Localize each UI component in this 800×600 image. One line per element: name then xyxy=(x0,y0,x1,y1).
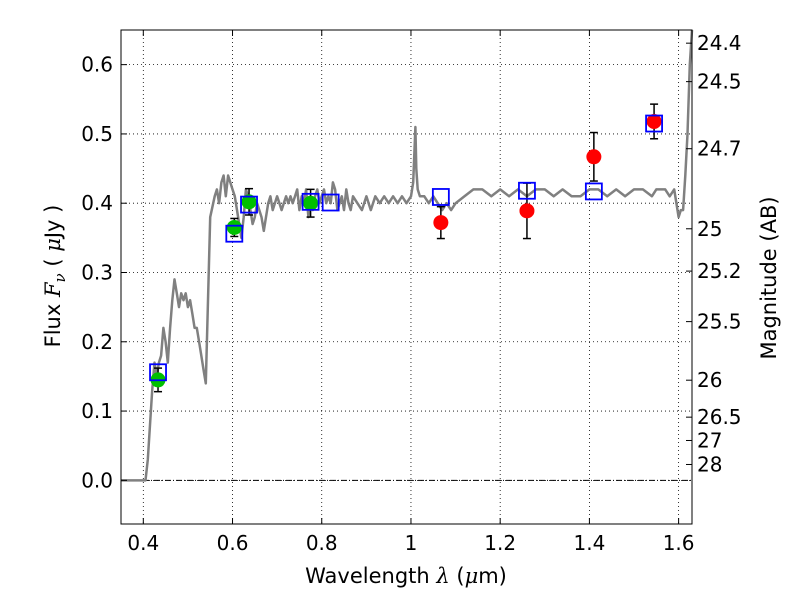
mag-tick-label: 25.5 xyxy=(697,310,742,334)
x-axis-label: Wavelength λ (μm) xyxy=(305,564,507,588)
y-axis-label: Flux Fν ( μJy ) xyxy=(41,205,69,348)
mag-tick-label: 24.4 xyxy=(697,31,742,55)
model-photometry-square xyxy=(225,224,244,243)
model-photometry-square xyxy=(431,188,450,206)
observed-point xyxy=(303,195,319,211)
observed-point xyxy=(586,149,602,165)
observed-point xyxy=(519,203,535,219)
x-tick-label: 1.2 xyxy=(484,531,516,555)
x-tick-label: 1.4 xyxy=(573,531,605,555)
y-tick-label: 0.2 xyxy=(81,330,113,354)
model-photometry-square xyxy=(321,193,340,212)
mag-tick-label: 28 xyxy=(697,452,722,476)
mag-tick-label: 26.5 xyxy=(697,405,742,429)
observed-point xyxy=(226,219,242,235)
observed-point xyxy=(433,215,449,231)
mag-tick-label: 24.5 xyxy=(697,70,742,94)
model-photometry-square xyxy=(240,195,258,214)
plot-frame xyxy=(120,29,693,525)
x-tick-label: 0.4 xyxy=(127,531,159,555)
model-photometry-square xyxy=(301,192,320,211)
y-tick-label: 0.6 xyxy=(81,53,113,77)
mag-tick-label: 24.7 xyxy=(697,137,742,161)
mag-tick-label: 26 xyxy=(697,368,722,392)
y-tick-label: 0.0 xyxy=(81,468,113,492)
mag-tick-label: 25.2 xyxy=(697,259,742,283)
observed-point xyxy=(646,113,662,129)
x-tick-label: 0.8 xyxy=(306,531,338,555)
right-axis-label: Magnitude (AB) xyxy=(757,196,781,359)
model-photometry-square xyxy=(645,114,663,133)
mag-tick-label: 25 xyxy=(697,217,722,241)
model-spectrum-layer xyxy=(121,29,694,482)
x-tick-label: 1.6 xyxy=(663,531,695,555)
model-photometry-square xyxy=(518,181,536,200)
model-photometry-square xyxy=(584,182,603,201)
x-tick-label: 0.6 xyxy=(217,531,249,555)
observed-point xyxy=(241,194,257,210)
y-tick-label: 0.1 xyxy=(81,399,113,423)
mag-tick-label: 27 xyxy=(697,428,722,452)
y-tick-label: 0.3 xyxy=(81,260,113,284)
model-spectrum-line xyxy=(121,29,694,482)
markers-layer xyxy=(149,103,663,393)
axes: 0.4 0.6 0.8 1 1.2 1.4 1.6 0.0 0.1 0.2 0.3 0.4 0.5 0.6… xyxy=(81,30,742,555)
y-tick-label: 0.4 xyxy=(81,191,113,215)
y-tick-label: 0.5 xyxy=(81,122,113,146)
model-photometry-square xyxy=(149,363,167,382)
x-tick-label: 1 xyxy=(405,531,418,555)
